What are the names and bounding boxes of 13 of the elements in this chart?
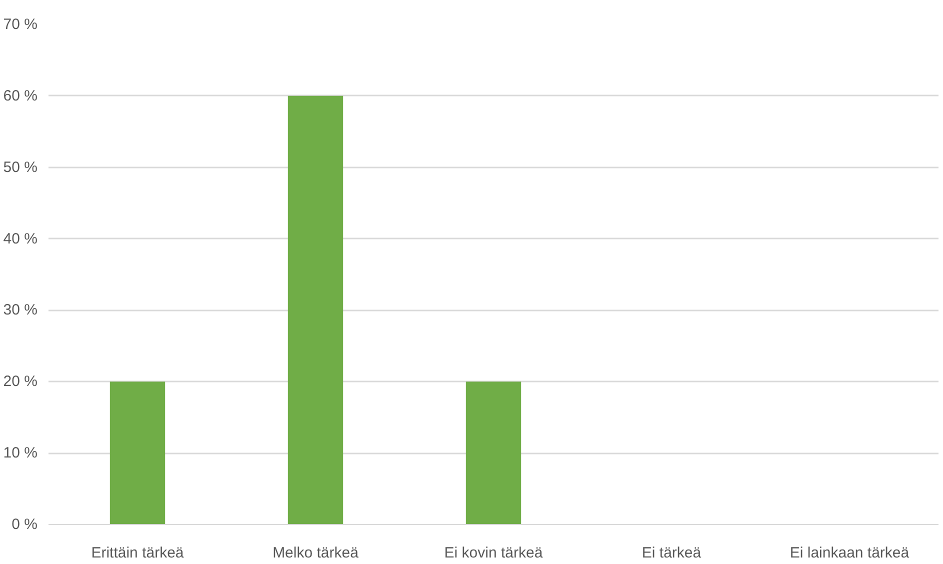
- x-tick-label: Melko tärkeä: [272, 544, 360, 562]
- y-tick-label: 40 %: [3, 230, 38, 248]
- x-tick-label: Ei tärkeä: [642, 544, 702, 562]
- y-tick-label: 30 %: [3, 302, 38, 319]
- x-tick-label: Erittäin tärkeä: [91, 544, 184, 562]
- y-tick-label: 10 %: [3, 444, 38, 462]
- y-tick-label: 70 %: [3, 16, 38, 33]
- x-tick-label: Ei kovin tärkeä: [444, 544, 544, 562]
- y-tick-label: 50 %: [3, 158, 38, 176]
- y-tick-label: 60 %: [3, 87, 38, 104]
- x-tick-label: Ei lainkaan tärkeä: [790, 544, 910, 562]
- y-tick-label: 20 %: [3, 373, 38, 390]
- y-tick-label: 0 %: [12, 516, 38, 533]
